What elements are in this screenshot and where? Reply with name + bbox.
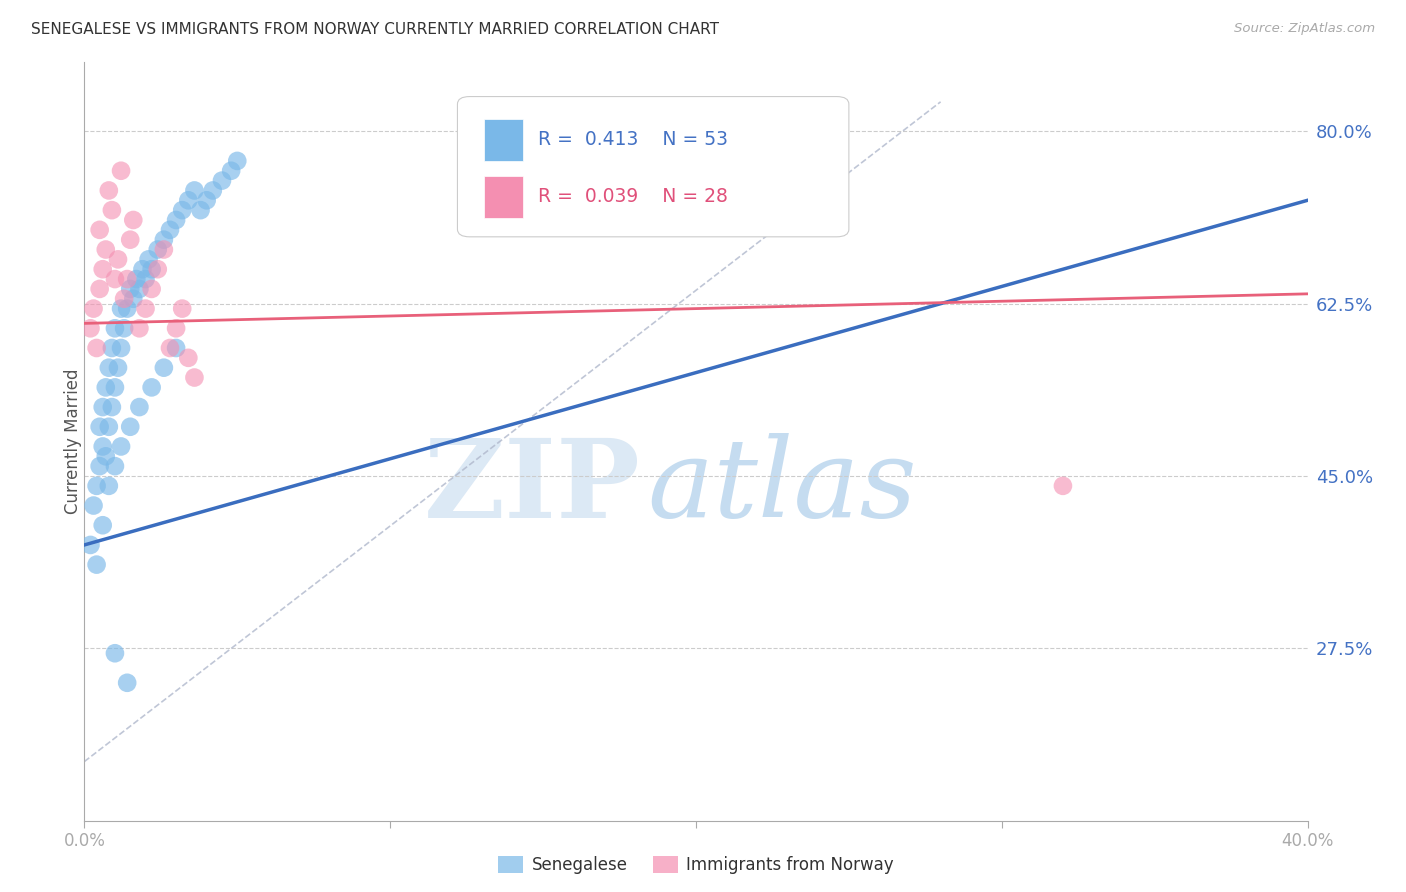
Point (153, 233, 176, 247)
Text: R =  0.413    N = 53: R = 0.413 N = 53 (538, 130, 728, 149)
Point (153, 243, 176, 257)
FancyBboxPatch shape (457, 96, 849, 236)
Point (107, 252, 129, 267)
Point (135, 272, 157, 286)
Point (183, 370, 205, 384)
Point (115, 675, 138, 690)
Point (125, 272, 148, 286)
Point (89, 223, 111, 237)
Point (112, 292, 135, 306)
Point (1052, 479, 1074, 493)
Point (97, 419, 120, 434)
Point (101, 400, 124, 414)
Point (89, 459, 111, 474)
Point (165, 341, 187, 355)
Y-axis label: Currently Married: Currently Married (65, 368, 82, 515)
Point (79, 538, 101, 552)
Point (86, 558, 108, 572)
Point (110, 341, 132, 355)
Point (91, 400, 114, 414)
Point (177, 351, 200, 365)
Point (226, 153, 249, 168)
Point (153, 360, 176, 375)
Point (101, 341, 124, 355)
Point (172, 203, 194, 218)
Point (122, 213, 145, 227)
Point (190, 203, 212, 218)
Point (97, 479, 120, 493)
Point (120, 233, 142, 247)
Point (83, 301, 105, 316)
Point (104, 272, 127, 286)
Point (79, 321, 101, 335)
Point (141, 262, 163, 277)
Point (159, 341, 181, 355)
Point (89, 419, 111, 434)
Point (128, 282, 150, 296)
Point (131, 262, 153, 277)
Point (165, 321, 187, 335)
Point (128, 400, 150, 414)
Legend: Senegalese, Immigrants from Norway: Senegalese, Immigrants from Norway (492, 849, 900, 880)
FancyBboxPatch shape (484, 120, 523, 161)
Text: Source: ZipAtlas.com: Source: ZipAtlas.com (1234, 22, 1375, 36)
Point (104, 321, 127, 335)
Point (201, 184, 224, 198)
Point (141, 282, 163, 296)
Text: atlas: atlas (647, 434, 917, 541)
Point (135, 301, 157, 316)
Point (172, 301, 194, 316)
Text: ZIP: ZIP (425, 434, 641, 541)
Point (128, 321, 150, 335)
Point (115, 272, 138, 286)
Point (146, 243, 169, 257)
Point (91, 518, 114, 533)
Point (97, 360, 120, 375)
FancyBboxPatch shape (484, 176, 523, 218)
Point (110, 440, 132, 454)
Point (94, 450, 117, 464)
Point (107, 360, 129, 375)
Point (141, 380, 163, 394)
Point (112, 321, 135, 335)
Point (624, 203, 647, 218)
Point (146, 262, 169, 277)
Point (177, 194, 200, 208)
Point (165, 213, 187, 227)
Point (97, 184, 120, 198)
Point (104, 646, 127, 660)
Point (91, 440, 114, 454)
Text: SENEGALESE VS IMMIGRANTS FROM NORWAY CURRENTLY MARRIED CORRELATION CHART: SENEGALESE VS IMMIGRANTS FROM NORWAY CUR… (31, 22, 718, 37)
Point (110, 301, 132, 316)
Point (120, 419, 142, 434)
Point (94, 380, 117, 394)
Text: R =  0.039    N = 28: R = 0.039 N = 28 (538, 187, 728, 206)
Point (183, 184, 205, 198)
Point (104, 380, 127, 394)
Point (104, 459, 127, 474)
Point (122, 292, 145, 306)
Point (219, 163, 242, 178)
Point (138, 252, 160, 267)
Point (115, 301, 138, 316)
Point (195, 194, 218, 208)
Point (86, 479, 108, 493)
Point (89, 282, 111, 296)
Point (91, 262, 114, 277)
Point (110, 163, 132, 178)
Point (159, 223, 181, 237)
Point (211, 173, 233, 187)
Point (101, 203, 124, 218)
Point (86, 341, 108, 355)
Point (120, 282, 142, 296)
Point (94, 243, 117, 257)
Point (83, 499, 105, 513)
